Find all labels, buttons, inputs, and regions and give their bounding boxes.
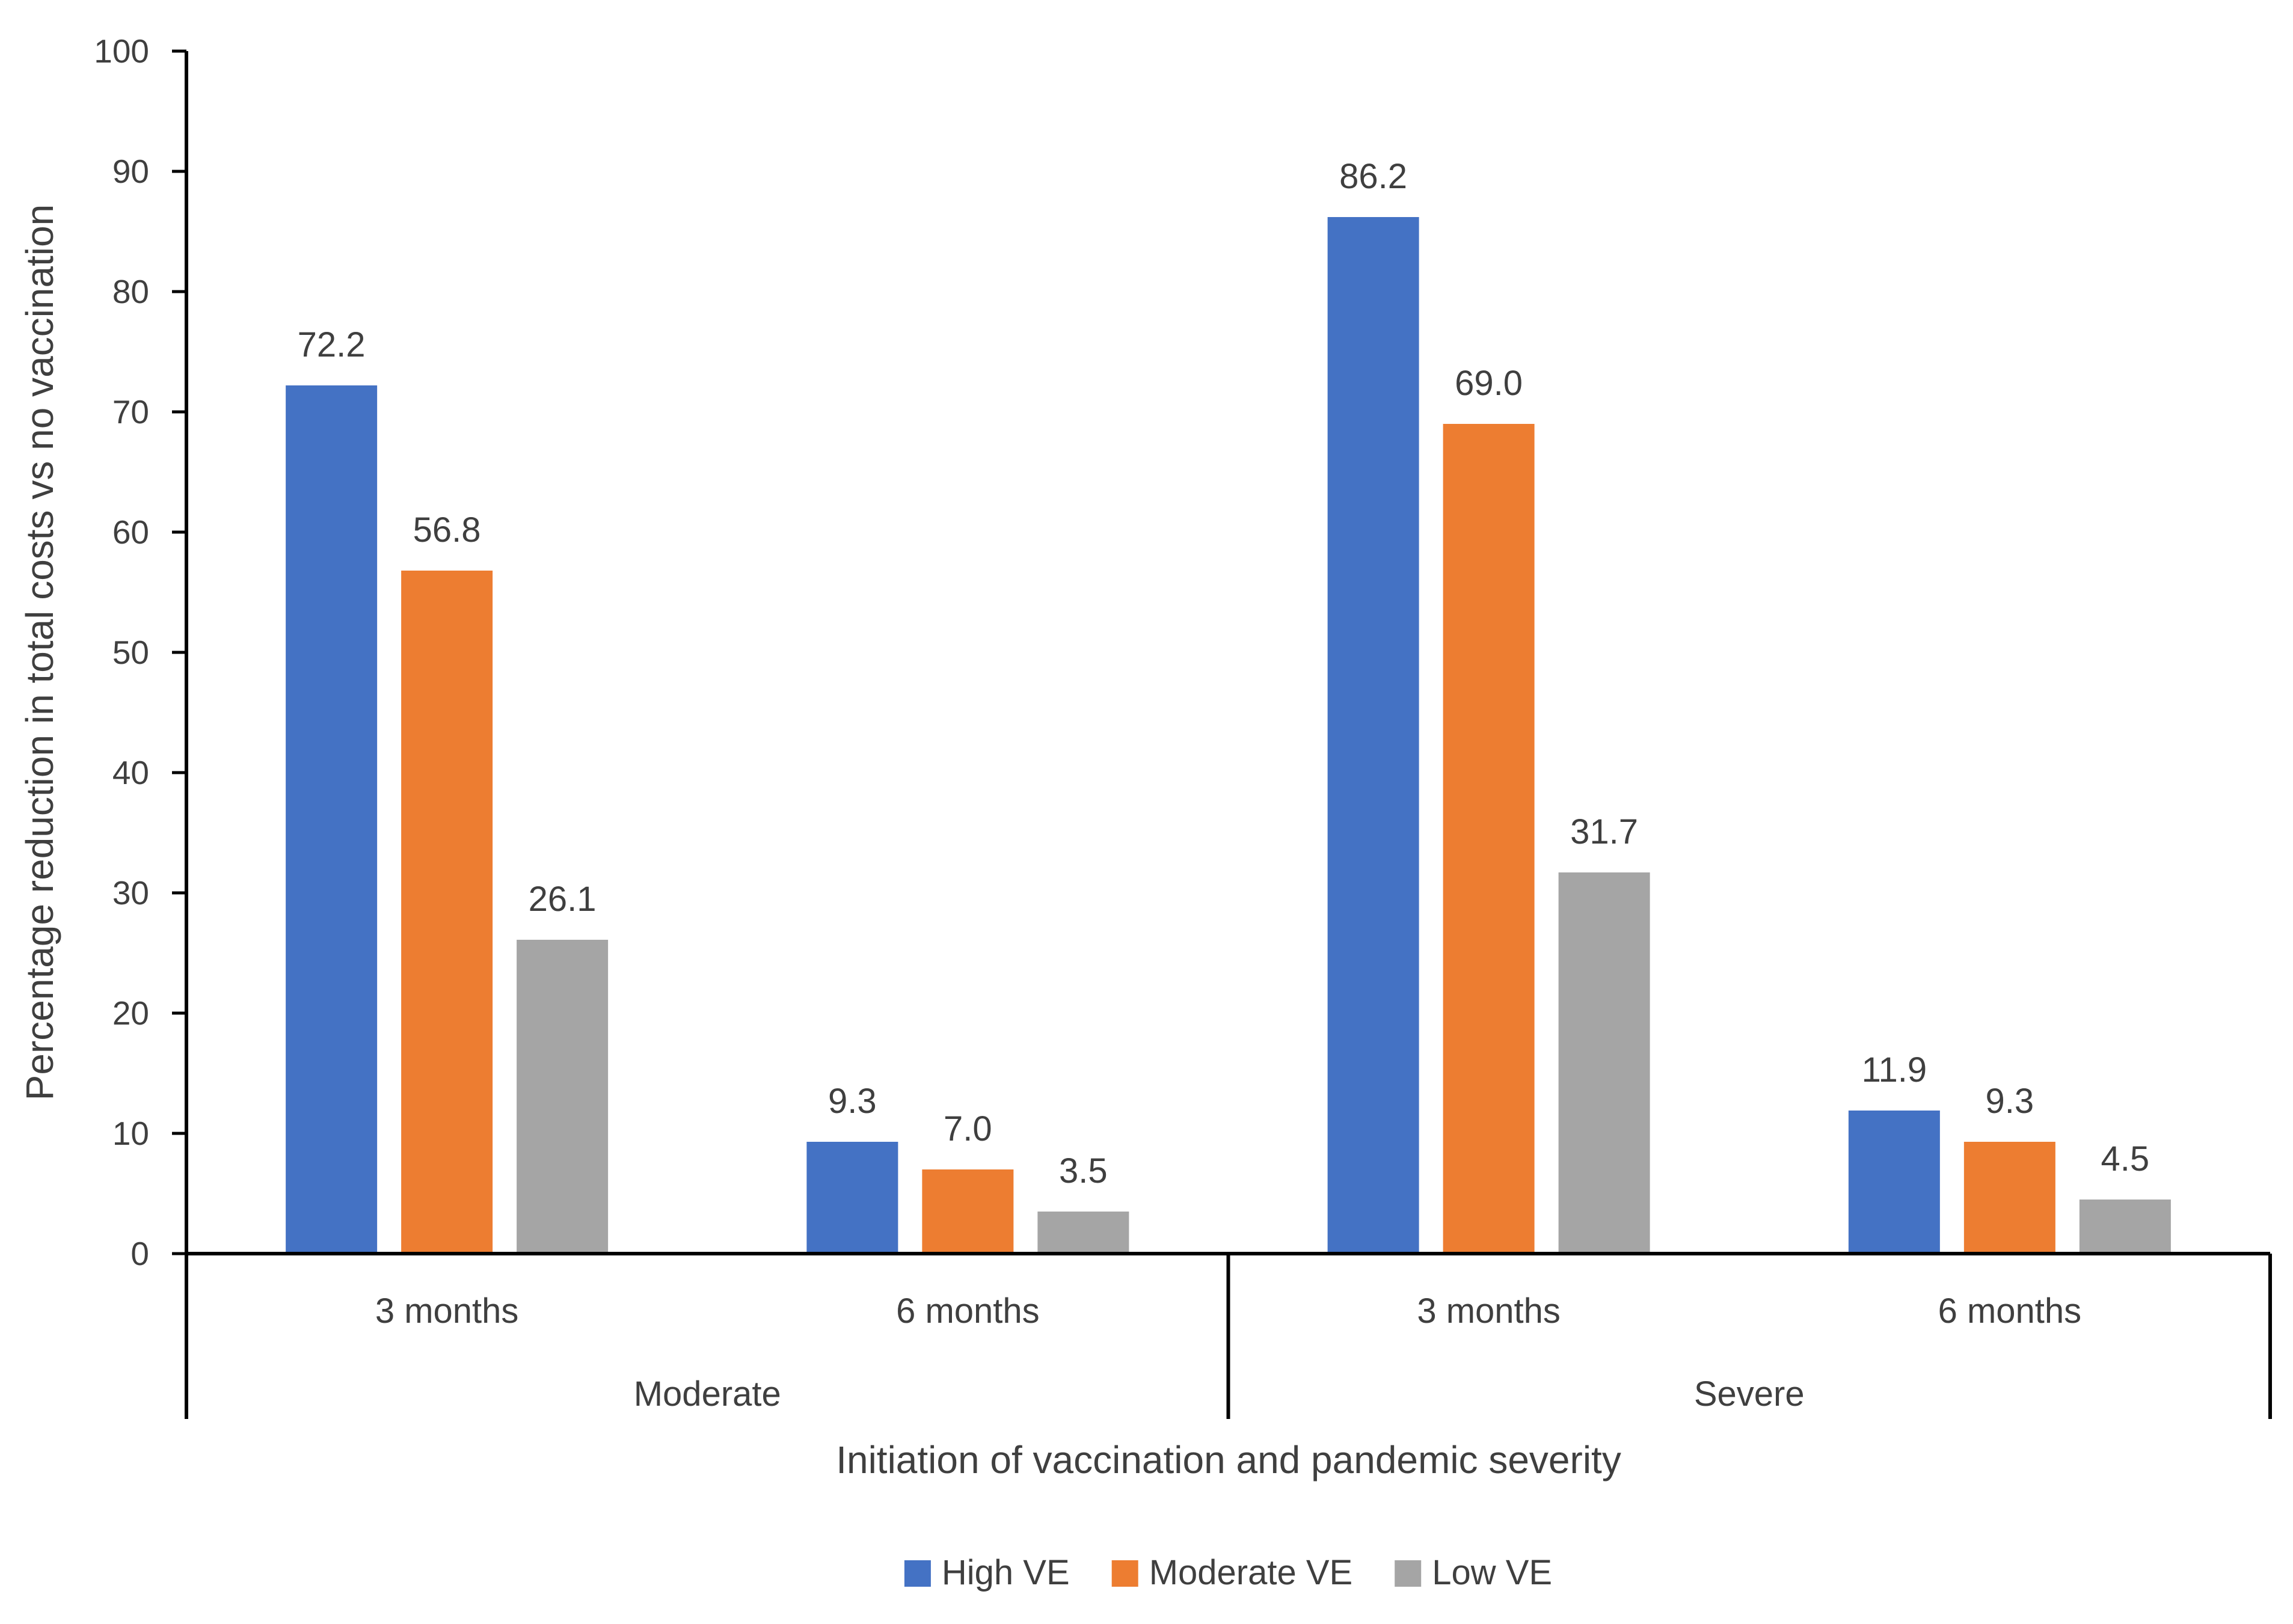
y-tick-label: 0 <box>130 1235 149 1272</box>
bar-low-ve <box>1037 1212 1129 1254</box>
data-label: 56.8 <box>413 510 481 550</box>
data-label: 9.3 <box>828 1082 877 1121</box>
data-label: 86.2 <box>1339 157 1407 196</box>
bar-low-ve <box>2079 1200 2171 1254</box>
bar-high-ve <box>1327 217 1419 1254</box>
bar-high-ve <box>286 385 378 1254</box>
legend-swatch <box>1111 1560 1138 1587</box>
y-tick-label: 70 <box>112 393 149 431</box>
data-label: 7.0 <box>944 1109 992 1148</box>
x-category-label: 3 months <box>375 1292 519 1331</box>
y-axis-title: Percentage reduction in total costs vs n… <box>18 204 61 1101</box>
y-tick-label: 30 <box>112 874 149 912</box>
bar-moderate-ve <box>1443 424 1535 1254</box>
data-label: 9.3 <box>1986 1082 2034 1121</box>
legend-swatch <box>904 1560 931 1587</box>
x-category-label: 3 months <box>1417 1292 1561 1331</box>
y-tick-label: 40 <box>112 754 149 791</box>
legend-item: Low VE <box>1395 1553 1552 1592</box>
data-labels-layer: 72.2 56.8 26.1 9.3 7.0 3.5 86.2 69.0 31.7 11.9 9.3… <box>298 157 2150 1190</box>
y-tick-label: 50 <box>112 634 149 671</box>
x-category-label: 6 months <box>1938 1292 2082 1331</box>
y-tick-label: 10 <box>112 1115 149 1152</box>
category-labels-layer: 3 months 6 months 3 months 6 months <box>375 1292 2081 1331</box>
legend-label: High VE <box>942 1553 1070 1592</box>
x-group-label: Severe <box>1694 1374 1805 1414</box>
y-tick-label: 80 <box>112 273 149 310</box>
bars-layer <box>286 217 2171 1254</box>
bar-moderate-ve <box>401 571 493 1254</box>
data-label: 26.1 <box>529 880 597 919</box>
legend: High VE Moderate VE Low VE <box>904 1553 1552 1592</box>
y-tick-label: 100 <box>94 32 149 70</box>
axes-layer <box>185 51 2270 1419</box>
bar-moderate-ve <box>1963 1142 2055 1254</box>
data-label: 3.5 <box>1059 1151 1108 1190</box>
data-label: 11.9 <box>1862 1050 1927 1089</box>
legend-label: Moderate VE <box>1149 1553 1353 1592</box>
data-label: 31.7 <box>1570 812 1638 851</box>
bar-moderate-ve <box>922 1169 1014 1254</box>
group-labels-layer: Moderate Severe <box>634 1254 2272 1419</box>
x-group-label: Moderate <box>634 1374 781 1414</box>
data-label: 69.0 <box>1455 364 1523 403</box>
legend-item: Moderate VE <box>1111 1553 1353 1592</box>
legend-item: High VE <box>904 1553 1070 1592</box>
data-label: 4.5 <box>2101 1139 2150 1178</box>
x-axis-title: Initiation of vaccination and pandemic s… <box>836 1438 1621 1482</box>
legend-swatch <box>1395 1560 1422 1587</box>
bar-low-ve <box>1558 872 1650 1254</box>
y-tick-label: 60 <box>112 513 149 551</box>
y-tick-label: 90 <box>112 153 149 190</box>
bar-low-ve <box>517 940 609 1254</box>
y-axis-ticks: 0 10 20 30 40 50 60 70 80 90 100 <box>94 32 186 1272</box>
data-label: 72.2 <box>298 325 366 364</box>
bar-high-ve <box>806 1142 898 1254</box>
legend-label: Low VE <box>1432 1553 1552 1592</box>
x-category-label: 6 months <box>896 1292 1040 1331</box>
bar-high-ve <box>1848 1111 1940 1254</box>
y-tick-label: 20 <box>112 994 149 1032</box>
